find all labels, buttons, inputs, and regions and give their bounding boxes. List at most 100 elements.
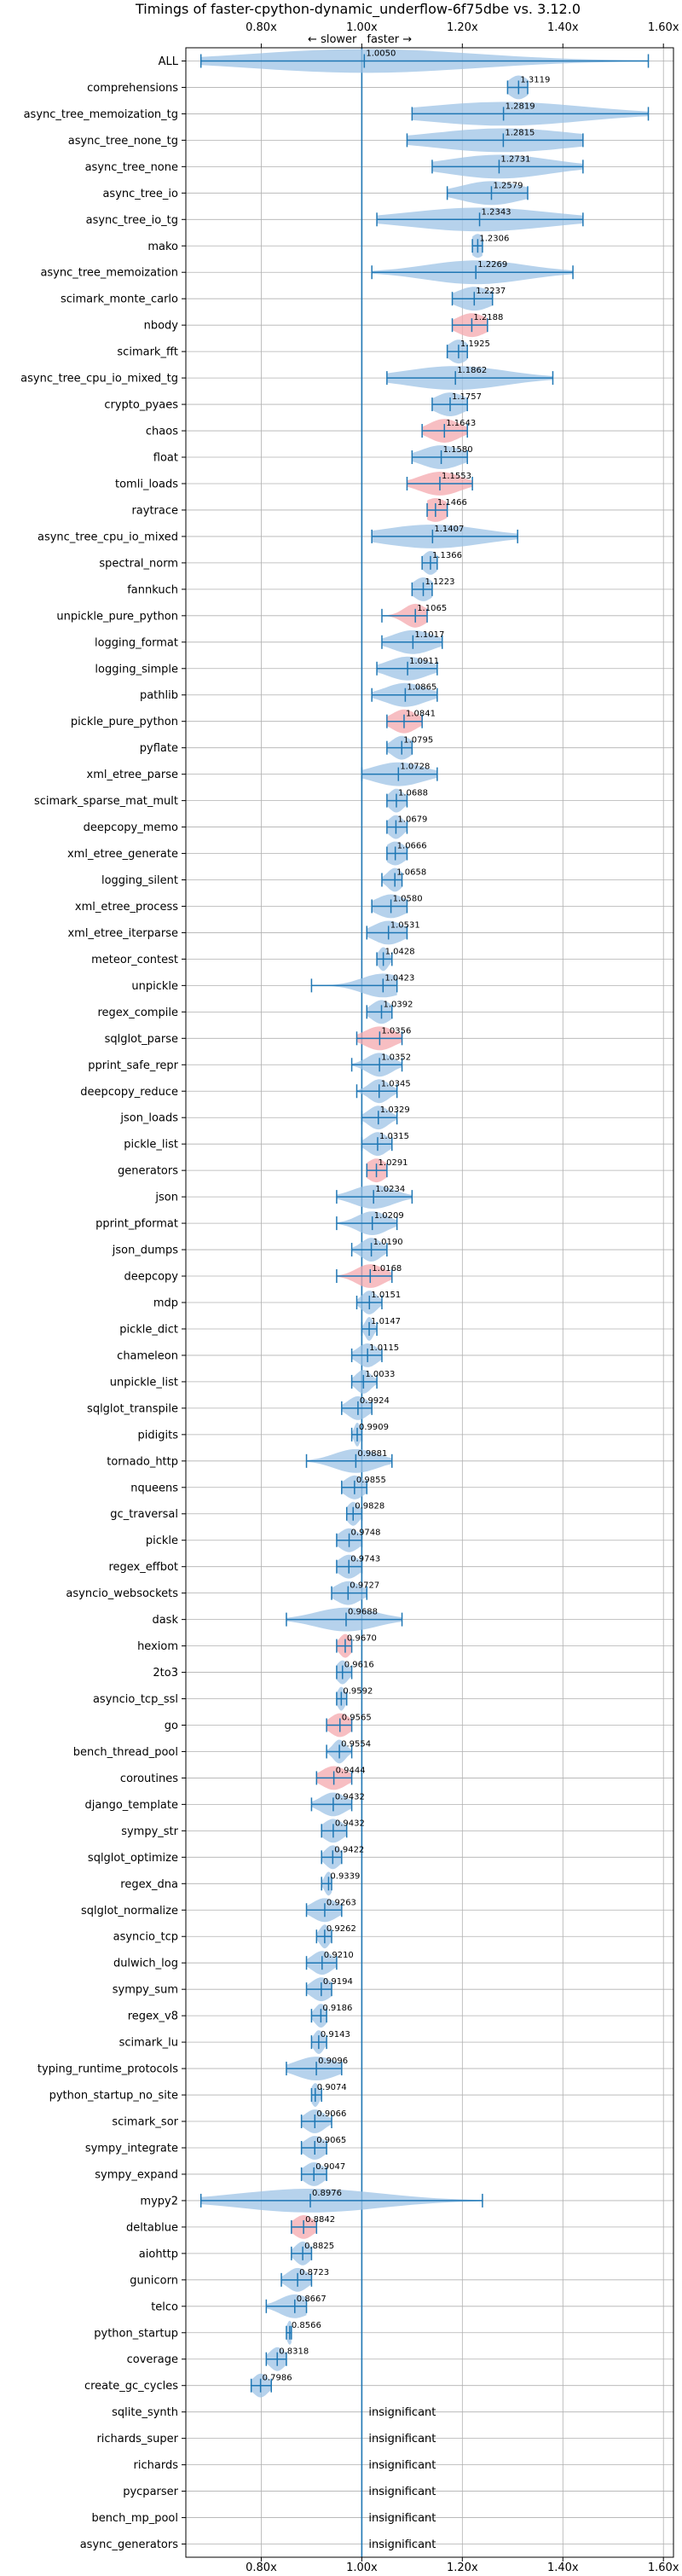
tick-label-bottom: 1.20x [447, 2561, 478, 2574]
value-label: 0.8566 [292, 2321, 321, 2330]
category-label: crypto_pyaes [104, 399, 178, 412]
value-label: 1.0209 [374, 1211, 404, 1221]
value-label: 1.2188 [473, 313, 503, 322]
category-label: python_startup_no_site [49, 2090, 178, 2103]
category-label: deepcopy_reduce [80, 1086, 178, 1099]
category-label: regex_v8 [128, 2010, 178, 2023]
value-label: 1.2819 [506, 102, 535, 111]
category-label: scimark_lu [119, 2037, 178, 2050]
tick-label-bottom: 1.40x [547, 2561, 579, 2574]
category-label: asyncio_tcp_ssl [93, 1693, 178, 1706]
value-label: 1.0392 [384, 1000, 413, 1009]
value-label: 1.2731 [500, 154, 530, 164]
category-label: pickle_list [124, 1139, 178, 1152]
value-label: 1.2237 [476, 287, 506, 296]
category-label: unpickle_pure_python [56, 610, 178, 623]
category-label: pickle_dict [119, 1323, 178, 1336]
value-label: 1.3119 [520, 75, 550, 84]
category-label: regex_effbot [108, 1561, 178, 1574]
category-label: coroutines [120, 1772, 178, 1785]
insignificant-label: insignificant [368, 2433, 436, 2445]
category-label: django_template [85, 1799, 178, 1812]
category-label: scimark_monte_carlo [61, 293, 178, 306]
value-label: 0.9909 [359, 1423, 389, 1432]
category-label: spectral_norm [99, 557, 178, 570]
category-label: dulwich_log [113, 1958, 178, 1970]
value-label: 0.9670 [347, 1634, 377, 1644]
value-label: 0.9432 [335, 1792, 365, 1801]
category-label: sqlite_synth [112, 2406, 178, 2419]
value-label: 1.0841 [406, 710, 436, 719]
value-label: 1.0658 [396, 868, 426, 878]
category-label: pathlib [140, 689, 178, 702]
category-label: regex_compile [97, 1007, 178, 1019]
category-label: gunicorn [130, 2274, 178, 2287]
category-label: scimark_fft [117, 346, 178, 359]
value-label: 0.9262 [327, 1924, 356, 1934]
category-label: typing_runtime_protocols [38, 2063, 178, 2076]
category-label: pyflate [140, 742, 178, 755]
category-label: mdp [153, 1297, 178, 1310]
category-label: richards_super [96, 2433, 178, 2445]
faster-direction-label: faster → [367, 33, 412, 46]
value-label: 0.9554 [341, 1739, 371, 1749]
category-label: raytrace [131, 504, 178, 517]
value-label: 0.9432 [335, 1819, 365, 1828]
value-label: 1.1757 [452, 392, 482, 402]
value-label: 1.0345 [381, 1079, 411, 1088]
category-label: scimark_sor [112, 2116, 178, 2129]
category-label: json_dumps [112, 1244, 178, 1257]
value-label: 0.7986 [263, 2374, 292, 2383]
category-label: regex_dna [120, 1878, 178, 1891]
value-label: 1.0356 [381, 1026, 411, 1036]
category-label: unpickle_list [110, 1376, 178, 1389]
slower-direction-label: ← slower [308, 33, 357, 46]
value-label: 1.0666 [397, 842, 427, 851]
category-label: json [154, 1192, 178, 1204]
value-label: 1.0352 [381, 1053, 411, 1062]
category-label: dask [152, 1614, 178, 1627]
category-label: mypy2 [140, 2195, 178, 2208]
value-label: 0.8842 [305, 2215, 335, 2225]
value-label: 1.0168 [372, 1264, 402, 1273]
value-label: 0.9065 [316, 2136, 346, 2145]
category-label: sqlglot_transpile [87, 1402, 178, 1415]
value-label: 0.9422 [334, 1845, 364, 1854]
plot-frame [185, 47, 674, 2558]
value-label: 0.9924 [360, 1396, 390, 1406]
value-label: 0.9194 [323, 1977, 353, 1987]
value-label: 0.9047 [315, 2162, 345, 2172]
value-label: 1.1466 [437, 498, 467, 508]
value-label: 1.0423 [384, 973, 414, 983]
value-label: 0.9828 [355, 1502, 384, 1511]
category-label: coverage [127, 2353, 178, 2366]
value-label: 1.0728 [400, 763, 430, 772]
tick-label-top: 1.40x [547, 21, 579, 34]
category-label: scimark_sparse_mat_mult [34, 795, 178, 808]
tick-label-top: 0.80x [246, 21, 277, 34]
category-label: pickle_pure_python [71, 716, 178, 728]
insignificant-label: insignificant [368, 2406, 436, 2419]
value-label: 1.0033 [365, 1370, 395, 1379]
category-label: nbody [144, 320, 179, 333]
category-label: logging_format [95, 636, 178, 649]
insignificant-label: insignificant [368, 2538, 436, 2551]
category-label: sympy_integrate [85, 2142, 178, 2155]
category-label: unpickle [131, 980, 178, 993]
category-label: bench_thread_pool [73, 1746, 178, 1759]
tick-label-bottom: 0.80x [246, 2561, 277, 2574]
value-label: 0.9074 [317, 2083, 347, 2092]
category-label: async_tree_io_tg [86, 214, 178, 227]
value-label: 1.0865 [407, 683, 436, 693]
grid-layer [182, 44, 673, 2561]
value-label: 1.1407 [434, 525, 464, 534]
value-label: 1.1580 [443, 445, 473, 455]
category-label: deepcopy_memo [84, 821, 178, 834]
value-label: 1.2579 [493, 181, 523, 190]
category-label: sqlglot_optimize [88, 1852, 178, 1865]
value-label: 1.1017 [414, 630, 444, 640]
value-label: 0.9210 [324, 1951, 354, 1960]
category-label: deltablue [126, 2221, 178, 2234]
category-label: async_tree_cpu_io_mixed [38, 531, 178, 543]
